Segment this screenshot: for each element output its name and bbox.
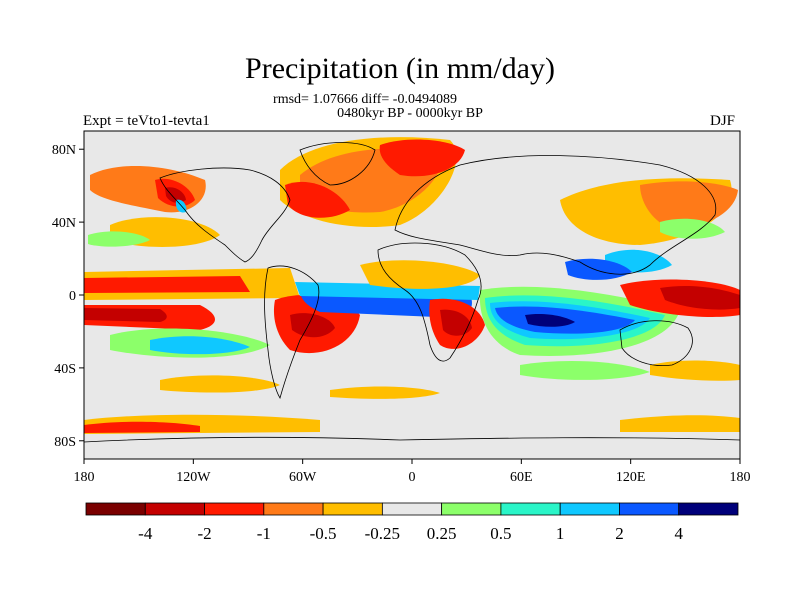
anomaly-green-patch (88, 231, 150, 247)
anomaly-blue-patch (150, 336, 250, 355)
lon-tick-label: 60W (289, 470, 317, 485)
coastline-australia (619, 320, 693, 367)
colorbar-label: -1 (257, 524, 271, 543)
map-title: Precipitation (in mm/day) (245, 52, 555, 85)
period-line: 0480kyr BP - 0000kyr BP (337, 106, 483, 121)
lat-tick-label: 40N (52, 216, 76, 231)
season-label: DJF (710, 113, 736, 129)
anomaly-orange-patch (330, 386, 440, 399)
anomaly-orange-patch (160, 375, 280, 393)
lon-tick-label: 60E (510, 470, 533, 485)
anomaly-orange-patch (650, 360, 740, 381)
lat-axis: 80N 40N 0 40S 80S (52, 143, 84, 450)
anomaly-navy-patch (525, 313, 575, 327)
anomaly-darkred-patch (165, 187, 186, 203)
lon-tick-label: 0 (409, 470, 416, 485)
colorbar-label: 0.25 (427, 524, 457, 543)
stats-line: rmsd= 1.07666 diff= -0.0494089 (273, 92, 457, 107)
colorbar-label: -4 (138, 524, 153, 543)
colorbar-label: 2 (615, 524, 624, 543)
lat-tick-label: 80S (54, 435, 76, 450)
anomaly-red-patch (84, 421, 200, 433)
coastlines (84, 142, 740, 443)
precip-anomaly-fields (84, 137, 740, 434)
lon-tick-label: 120E (616, 470, 646, 485)
colorbar-swatch (441, 502, 502, 516)
anomaly-darkred-patch (290, 313, 335, 338)
coastline-greenland (299, 142, 376, 186)
lat-tick-label: 40S (54, 362, 76, 377)
coastline-south-america (264, 265, 320, 399)
lon-tick-label: 180 (74, 470, 95, 485)
anomaly-green-patch (520, 360, 650, 380)
coastline-antarctica (84, 436, 740, 443)
colorbar-swatch (263, 502, 324, 516)
colorbar-swatch (85, 502, 146, 516)
colorbar-label: 0.5 (490, 524, 511, 543)
colorbar-label: -2 (197, 524, 211, 543)
colorbar-swatch (204, 502, 265, 516)
anomaly-red-patch (84, 276, 250, 293)
coastline-north-america (159, 167, 291, 263)
experiment-label: Expt = teVto1-tevta1 (83, 113, 210, 129)
colorbar-swatch (678, 502, 739, 516)
colorbar-label: 4 (674, 524, 683, 543)
anomaly-orange-patch (360, 260, 480, 289)
coastline-africa (377, 242, 482, 362)
colorbar-label: -0.25 (365, 524, 400, 543)
colorbar-swatch (619, 502, 680, 516)
anomaly-darkred-patch (84, 308, 167, 322)
colorbar-label: -0.5 (310, 524, 337, 543)
lon-axis: 180 120W 60W 0 60E 120E 180 (74, 459, 751, 485)
colorbar-swatch (500, 502, 561, 516)
colorbar-swatch (322, 502, 383, 516)
lon-tick-label: 120W (176, 470, 211, 485)
anomaly-blue-patch (565, 258, 632, 280)
anomaly-orange-patch (620, 415, 740, 432)
anomaly-green-patch (660, 218, 725, 239)
anomaly-red-patch (379, 139, 465, 177)
anomaly-red-patch (285, 181, 350, 218)
colorbar-swatch (381, 502, 443, 516)
colorbar-swatch (144, 502, 205, 516)
anomaly-darkred-patch (660, 285, 740, 310)
lon-tick-label: 180 (730, 470, 751, 485)
colorbar: -4 -2 -1 -0.5 -0.25 0.25 0.5 1 2 4 (85, 502, 739, 543)
lat-tick-label: 80N (52, 143, 76, 158)
colorbar-label: 1 (556, 524, 565, 543)
lat-tick-label: 0 (69, 289, 76, 304)
colorbar-swatch (559, 502, 620, 516)
coastline-eurasia (394, 155, 717, 275)
anomaly-darkred-patch (440, 309, 472, 336)
